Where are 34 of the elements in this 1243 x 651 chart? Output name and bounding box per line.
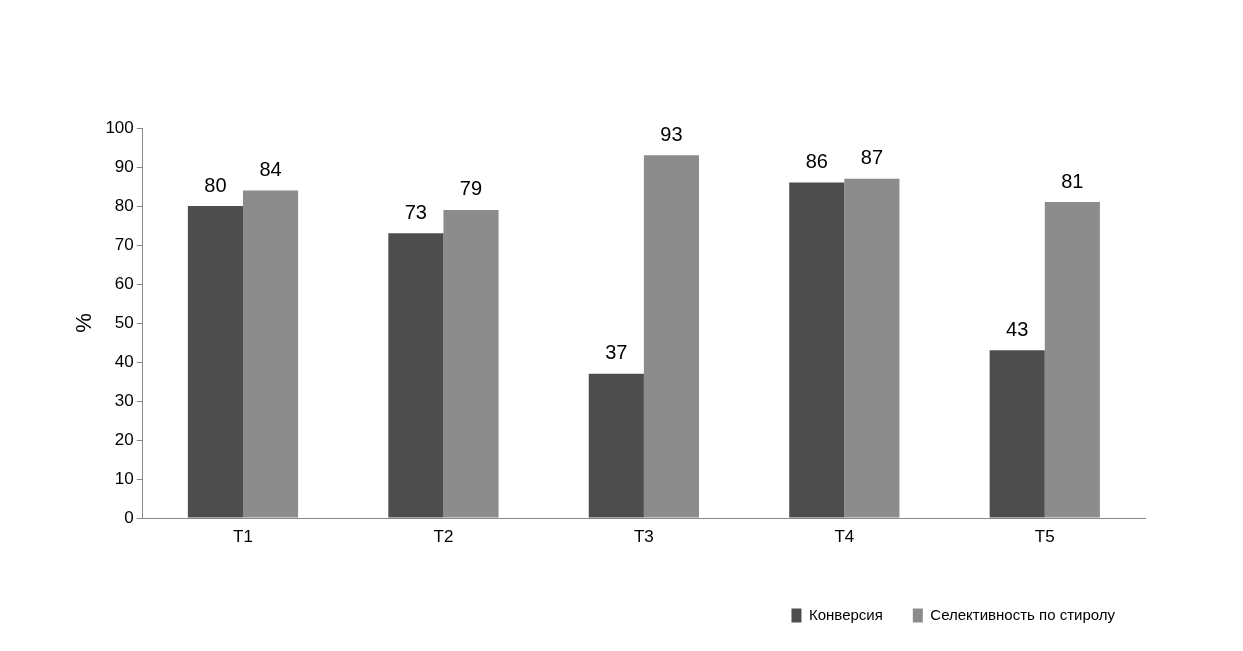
data-label: 37	[605, 341, 628, 364]
y-tick-label: 70	[114, 234, 134, 254]
y-tick-label: 100	[105, 117, 134, 137]
bar	[588, 373, 644, 518]
y-tick-label: 80	[114, 195, 134, 215]
y-tick-label: 30	[114, 390, 134, 410]
x-tick-label: T4	[834, 526, 855, 546]
x-tick-label: T3	[633, 526, 654, 546]
data-label: 43	[1006, 317, 1029, 340]
data-label: 86	[805, 150, 828, 173]
y-axis-title: %	[71, 313, 97, 333]
data-label: 93	[660, 122, 683, 145]
bar	[789, 182, 845, 518]
x-tick-label: T1	[233, 526, 253, 546]
y-tick-label: 20	[114, 429, 134, 449]
legend-label: Селективность по стиролу	[930, 605, 1116, 623]
x-tick-label: T5	[1034, 526, 1055, 546]
y-tick-label: 90	[114, 156, 134, 176]
data-label: 79	[459, 177, 483, 200]
data-label: 80	[204, 173, 227, 196]
data-label: 81	[1061, 169, 1084, 192]
legend-label: Конверсия	[808, 605, 883, 623]
y-tick-label: 50	[114, 312, 134, 332]
bar	[187, 206, 243, 518]
x-tick-label: T2	[433, 526, 454, 546]
bar	[388, 233, 444, 518]
y-tick-label: 40	[114, 351, 134, 371]
data-label: 87	[860, 146, 884, 169]
data-label: 73	[404, 200, 427, 223]
bar	[989, 350, 1045, 518]
y-tick-label: 0	[124, 507, 134, 527]
y-tick-label: 10	[114, 468, 134, 488]
data-label: 84	[259, 157, 282, 180]
y-tick-label: 60	[114, 273, 134, 293]
